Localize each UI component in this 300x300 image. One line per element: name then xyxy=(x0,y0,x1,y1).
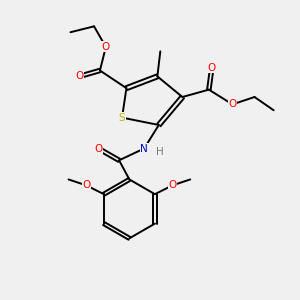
Text: O: O xyxy=(102,42,110,52)
Text: O: O xyxy=(228,99,237,110)
Text: O: O xyxy=(208,63,216,73)
Text: N: N xyxy=(140,143,148,154)
Text: O: O xyxy=(168,180,177,190)
Text: S: S xyxy=(119,112,125,123)
Text: O: O xyxy=(94,143,103,154)
Text: O: O xyxy=(75,71,83,81)
Text: O: O xyxy=(82,180,90,190)
Text: H: H xyxy=(156,147,164,157)
